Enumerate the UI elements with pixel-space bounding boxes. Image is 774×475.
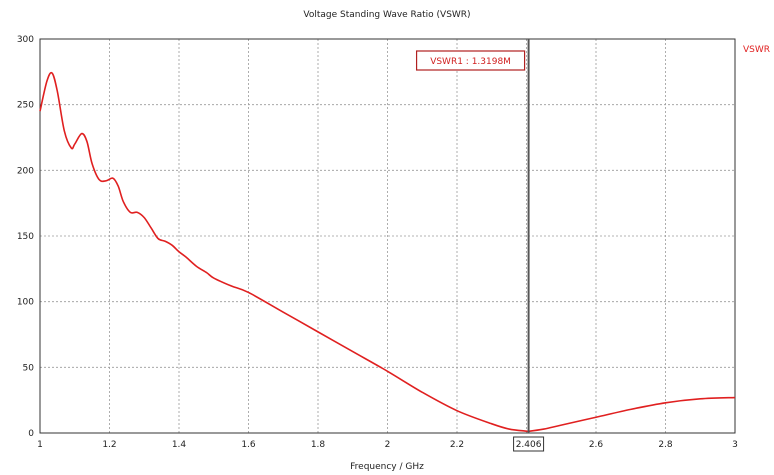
x-axis-label: Frequency / GHz xyxy=(350,462,424,472)
x-tick-label: 1.4 xyxy=(172,440,187,450)
x-tick-label: 1.6 xyxy=(241,440,256,450)
marker-label: VSWR1 : 1.3198M xyxy=(430,57,511,67)
y-tick-label: 300 xyxy=(17,35,34,45)
legend-entry-vswr: VSWR xyxy=(743,45,770,55)
y-tick-label: 50 xyxy=(23,363,35,373)
plot-frame xyxy=(39,38,736,434)
x-axis-ticks: 11.21.41.61.822.22.42.62.83 xyxy=(37,440,738,450)
y-tick-label: 250 xyxy=(17,101,34,111)
y-tick-label: 150 xyxy=(17,232,34,242)
chart-title: Voltage Standing Wave Ratio (VSWR) xyxy=(303,10,470,20)
x-tick-label: 2 xyxy=(385,440,391,450)
y-tick-label: 100 xyxy=(17,298,34,308)
x-tick-label: 2.2 xyxy=(450,440,464,450)
y-axis-ticks: 0 50 100 150 200 250 300 xyxy=(17,35,34,439)
x-tick-label: 2.6 xyxy=(589,440,604,450)
x-tick-label: 2.8 xyxy=(658,440,673,450)
x-tick-label: 1 xyxy=(37,440,43,450)
grid xyxy=(40,39,735,433)
marker-label-box[interactable]: VSWR1 : 1.3198M xyxy=(415,50,526,71)
y-tick-label: 0 xyxy=(28,429,34,439)
marker-x-label: 2.406 xyxy=(516,440,542,450)
x-tick-label: 1.2 xyxy=(102,440,116,450)
marker-x-readout: 2.406 xyxy=(513,436,545,452)
x-tick-label: 3 xyxy=(732,440,738,450)
x-tick-label: 1.8 xyxy=(311,440,326,450)
y-tick-label: 200 xyxy=(17,166,34,176)
